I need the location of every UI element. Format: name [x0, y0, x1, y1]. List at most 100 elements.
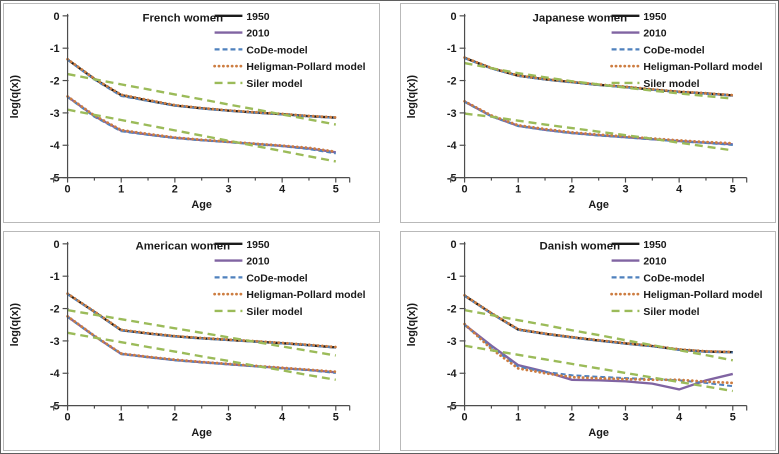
legend-label-siler-model: Siler model [246, 79, 302, 90]
series-line-french-women-heligman-pollard-model-1950 [66, 57, 338, 119]
x-tick-label: 5 [333, 183, 339, 195]
x-tick-label: 0 [461, 411, 467, 423]
x-axis-title: Age [191, 427, 212, 439]
series-line-japanese-women-siler-model-1950 [463, 61, 733, 100]
chart-panel-french-women: 0 -1 -2 -3 -4 -5 0 1 2 3 4 5 Age log(q(x)) French wome… [3, 3, 380, 223]
x-axis-title: Age [588, 427, 609, 439]
chart-title: Danish women [539, 241, 620, 253]
legend-label-2010: 2010 [643, 257, 666, 268]
series-line-french-women-code-model-2010 [66, 96, 336, 155]
x-tick-label: 5 [333, 411, 339, 423]
legend-label-2010: 2010 [643, 29, 666, 40]
series-line-japanese-women-code-model-2010 [463, 100, 733, 146]
x-tick-label: 3 [225, 411, 231, 423]
x-tick-label: 3 [622, 183, 628, 195]
y-tick-label: 0 [450, 11, 456, 23]
x-tick-label: 2 [568, 183, 574, 195]
series-line-american-women-code-model-2010 [66, 316, 336, 374]
x-tick-label: 1 [515, 183, 521, 195]
chart-svg-japanese-women: 0 -1 -2 -3 -4 -5 0 1 2 3 4 5 Age log(q(x)) Japanese wo… [405, 11, 762, 211]
y-tick-label: -5 [50, 173, 60, 185]
x-tick-label: 2 [172, 411, 178, 423]
x-tick-label: 4 [676, 183, 682, 195]
x-tick-label: 1 [515, 411, 521, 423]
chart-svg-french-women: 0 -1 -2 -3 -4 -5 0 1 2 3 4 5 Age log(q(x)) French wome… [9, 11, 366, 211]
series-line-japanese-women-heligman-pollard-model-2010 [462, 99, 734, 145]
y-tick-label: -1 [50, 271, 60, 283]
x-tick-label: 3 [622, 411, 628, 423]
x-tick-label: 2 [568, 411, 574, 423]
chart-title: American women [136, 241, 231, 253]
y-tick-label: -5 [446, 173, 456, 185]
y-tick-label: -4 [50, 140, 60, 152]
x-tick-label: 4 [676, 411, 682, 423]
legend-label-code-model: CoDe-model [246, 45, 307, 56]
y-tick-label: -3 [50, 108, 60, 120]
legend-label-code-model: CoDe-model [643, 45, 704, 56]
y-axis-title: log(q(x)) [405, 75, 417, 119]
legend-label-siler-model: Siler model [643, 307, 699, 318]
series-line-american-women-siler-model-1950 [67, 308, 336, 357]
series-line-japanese-women-2010 [463, 100, 733, 146]
x-tick-label: 4 [279, 411, 285, 423]
x-tick-label: 1 [118, 183, 124, 195]
y-tick-label: -3 [446, 336, 456, 348]
legend-label-siler-model: Siler model [246, 307, 302, 318]
legend-label-code-model: CoDe-model [643, 273, 704, 284]
y-tick-label: 0 [450, 239, 456, 251]
series-line-french-women-siler-model-2010 [67, 108, 337, 163]
y-tick-label: -1 [446, 43, 456, 55]
y-tick-label: 0 [54, 11, 60, 23]
y-tick-label: -4 [446, 368, 456, 380]
y-tick-label: -2 [50, 304, 60, 316]
legend-label-siler-model: Siler model [643, 79, 699, 90]
y-tick-label: -3 [446, 108, 456, 120]
legend-label-2010: 2010 [246, 29, 269, 40]
series-line-danish-women-1950 [463, 294, 733, 354]
y-tick-label: -1 [50, 43, 60, 55]
x-axis-title: Age [588, 199, 609, 211]
series-line-japanese-women-heligman-pollard-model-1950 [462, 56, 734, 97]
legend-label-heligman-pollard-model: Heligman-Pollard model [643, 290, 762, 301]
series-line-american-women-siler-model-2010 [67, 331, 336, 381]
legend-label-heligman-pollard-model: Heligman-Pollard model [246, 290, 365, 301]
series-line-danish-women-heligman-pollard-model-1950 [462, 293, 734, 354]
legend-label-heligman-pollard-model: Heligman-Pollard model [246, 62, 365, 73]
chart-title: Japanese women [532, 13, 627, 25]
series-line-japanese-women-siler-model-2010 [463, 112, 733, 152]
legend-label-1950: 1950 [246, 240, 269, 251]
x-tick-label: 5 [729, 411, 735, 423]
y-tick-label: -4 [446, 140, 456, 152]
x-tick-label: 1 [118, 411, 124, 423]
chart-title: French women [143, 13, 224, 25]
series-line-danish-women-2010 [463, 323, 733, 391]
y-tick-label: -5 [50, 401, 60, 413]
y-tick-label: -2 [446, 304, 456, 316]
series-line-danish-women-siler-model-2010 [463, 344, 733, 393]
chart-panel-japanese-women: 0 -1 -2 -3 -4 -5 0 1 2 3 4 5 Age log(q(x)) Japanese wo… [399, 3, 776, 223]
x-tick-label: 0 [461, 183, 467, 195]
series-line-danish-women-heligman-pollard-model-2010 [462, 322, 734, 385]
x-tick-label: 0 [65, 183, 71, 195]
y-axis-title: log(q(x)) [9, 75, 21, 119]
y-axis-title: log(q(x)) [405, 303, 417, 347]
series-line-french-women-siler-model-1950 [67, 72, 337, 126]
chart-svg-danish-women: 0 -1 -2 -3 -4 -5 0 1 2 3 4 5 Age log(q(x)) Danish wome… [405, 239, 762, 439]
legend-label-1950: 1950 [643, 240, 666, 251]
legend-label-1950: 1950 [246, 12, 269, 23]
y-tick-label: -5 [446, 401, 456, 413]
x-tick-label: 2 [172, 183, 178, 195]
legend-label-heligman-pollard-model: Heligman-Pollard model [643, 62, 762, 73]
chart-svg-american-women: 0 -1 -2 -3 -4 -5 0 1 2 3 4 5 Age log(q(x)) American wo… [9, 239, 366, 439]
legend-label-1950: 1950 [643, 12, 666, 23]
chart-panel-american-women: 0 -1 -2 -3 -4 -5 0 1 2 3 4 5 Age log(q(x)) American wo… [3, 231, 380, 451]
y-tick-label: -3 [50, 336, 60, 348]
y-axis-title: log(q(x)) [9, 303, 21, 347]
x-tick-label: 3 [225, 183, 231, 195]
chart-panel-danish-women: 0 -1 -2 -3 -4 -5 0 1 2 3 4 5 Age log(q(x)) Danish wome… [399, 231, 776, 451]
series-line-french-women-code-model-1950 [66, 59, 336, 120]
y-tick-label: -2 [446, 76, 456, 88]
legend-label-2010: 2010 [246, 257, 269, 268]
series-line-danish-women-siler-model-1950 [463, 308, 733, 362]
